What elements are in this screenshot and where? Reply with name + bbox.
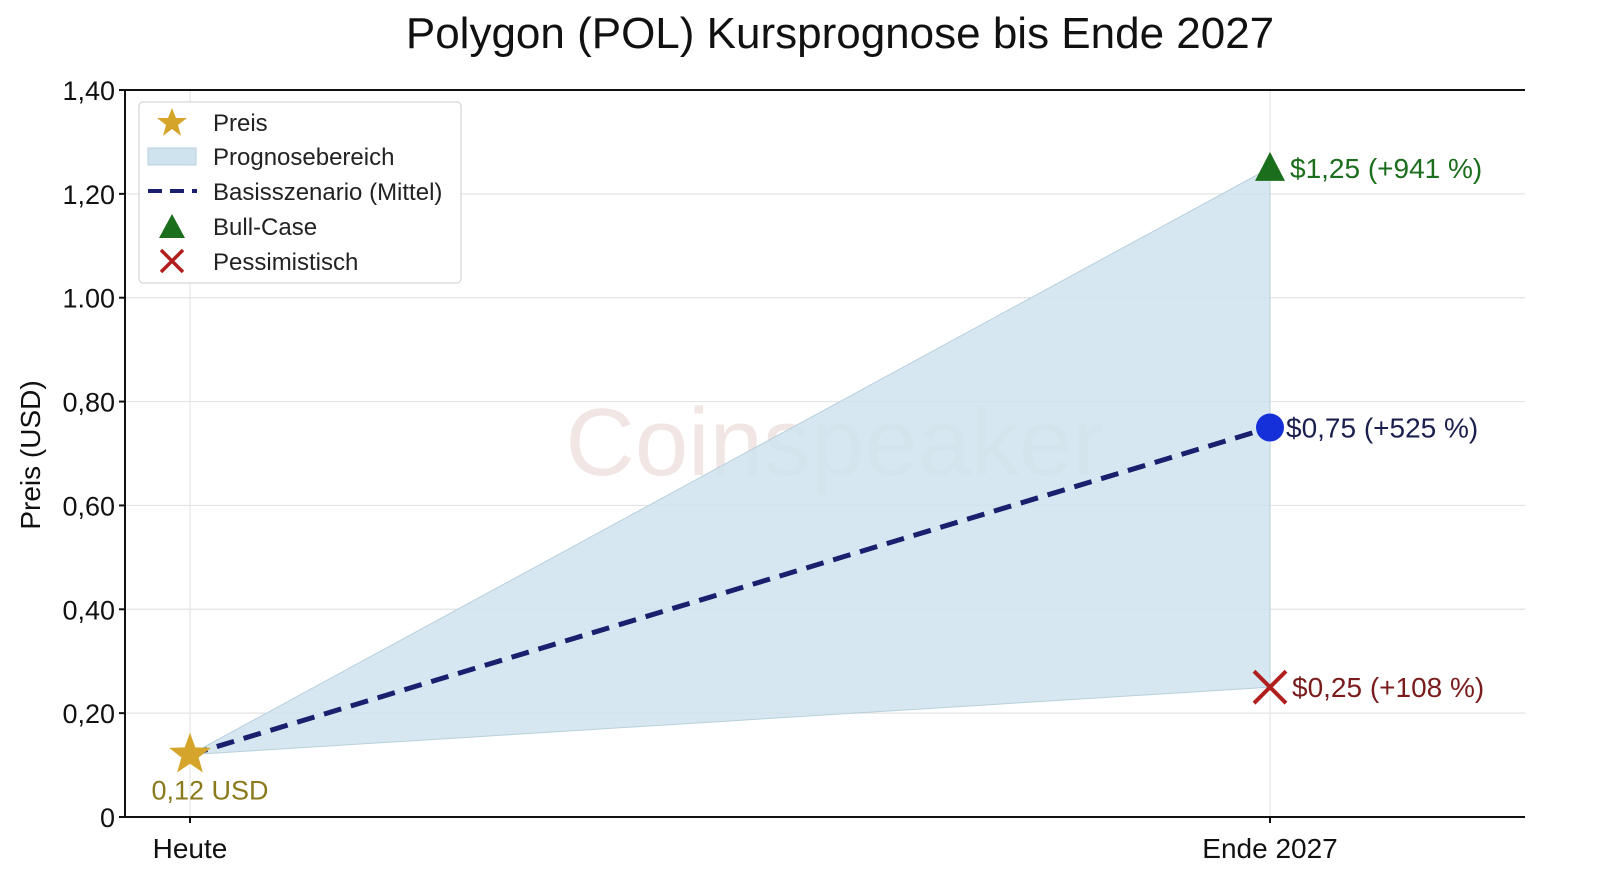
- legend: Preis Prognosebereich Basisszenario (Mit…: [138, 101, 462, 284]
- y-tick-label: 0: [100, 803, 115, 833]
- y-tick-label: 1.00: [62, 284, 115, 314]
- legend-x-icon: [159, 248, 185, 274]
- legend-triangle-icon: [159, 214, 185, 238]
- y-tick-label: 1,20: [62, 180, 115, 210]
- y-tick-label: 0,20: [62, 699, 115, 729]
- legend-label-range: Prognosebereich: [213, 144, 394, 171]
- bull-case-label: $1,25 (+941 %): [1290, 153, 1482, 184]
- legend-star-icon: [157, 108, 187, 136]
- pessimistic-label: $0,25 (+108 %): [1292, 672, 1484, 703]
- base-scenario-marker: [1256, 413, 1284, 442]
- current-price-label: 0,12 USD: [151, 776, 268, 806]
- legend-label-base: Basisszenario (Mittel): [213, 179, 442, 206]
- plot-marks: $0,75 (+525 %) $1,25 (+941 %) $0,25 (+108 …: [151, 151, 1484, 806]
- x-tick-label: Ende 2027: [1202, 833, 1337, 864]
- legend-label-bull: Bull-Case: [213, 214, 317, 241]
- legend-label-price: Preis: [213, 110, 268, 137]
- bull-case-marker: [1255, 151, 1285, 181]
- y-tick-label: 1,40: [62, 76, 115, 106]
- y-tick-label: 0,40: [62, 595, 115, 625]
- legend-label-bear: Pessimistisch: [213, 249, 358, 276]
- y-tick-label: 0,80: [62, 388, 115, 418]
- y-tick-label: 0,60: [62, 491, 115, 521]
- current-price-star: [169, 732, 211, 773]
- pessimistic-marker: [1252, 669, 1288, 705]
- y-axis-label: Preis (USD): [15, 380, 46, 529]
- axes: 0 0,20 0,40 0,60 0,80 1.00 1,20 1,40 Heute Ende 2…: [62, 76, 1525, 864]
- base-scenario-line: [189, 425, 1271, 758]
- base-scenario-label: $0,75 (+525 %): [1286, 413, 1478, 444]
- x-tick-label: Heute: [153, 833, 228, 864]
- legend-range-swatch: [147, 147, 197, 166]
- chart-title: Polygon (POL) Kursprognose bis Ende 2027: [406, 9, 1274, 58]
